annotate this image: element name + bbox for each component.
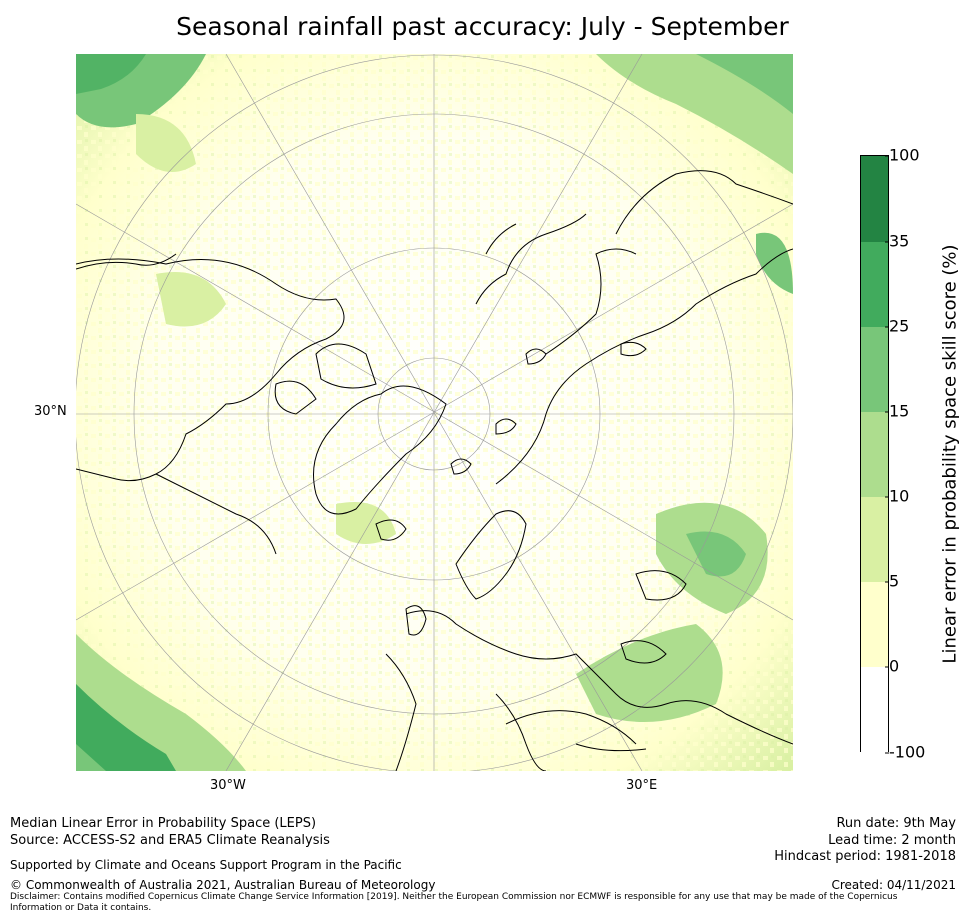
colorbar-segment-5-10 xyxy=(861,497,888,582)
colorbar-segment-0-5 xyxy=(861,582,888,667)
footer-run-date: Run date: 9th May xyxy=(836,816,956,831)
lat-label-30n: 30°N xyxy=(34,404,67,419)
footer-lead-time: Lead time: 2 month xyxy=(828,833,956,848)
polar-map xyxy=(74,53,794,774)
colorbar-tick: 35 xyxy=(884,231,910,251)
colorbar-tick: 10 xyxy=(884,486,910,506)
footer-copyright: © Commonwealth of Australia 2021, Austra… xyxy=(10,878,436,892)
footer-created: Created: 04/11/2021 xyxy=(831,878,956,892)
colorbar-tick: 100 xyxy=(885,145,920,165)
footer-disclaimer: Disclaimer: Contains modified Copernicus… xyxy=(10,892,955,914)
colorbar-tick: -100 xyxy=(884,742,926,762)
colorbar-label-text: Linear error in probability space skill … xyxy=(939,244,961,664)
colorbar-segment-35-100 xyxy=(861,156,888,242)
skill-patches xyxy=(76,54,793,771)
graticule xyxy=(74,53,794,774)
colorbar-tick: 15 xyxy=(884,401,910,421)
colorbar-segment-25-35 xyxy=(861,242,888,327)
colorbar-ticks: 100 35 25 15 10 5 0 -100 xyxy=(884,146,929,762)
lon-label-30w: 30°W xyxy=(210,778,246,793)
colorbar-segment-10-15 xyxy=(861,412,888,497)
map-title: Seasonal rainfall past accuracy: July - … xyxy=(176,12,789,41)
lon-label-30e: 30°E xyxy=(626,778,658,793)
colorbar-tick: 0 xyxy=(884,656,900,676)
footer-disclaimer-line1: Disclaimer: Contains modified Copernicus… xyxy=(10,892,898,902)
footer-source: Source: ACCESS-S2 and ERA5 Climate Reana… xyxy=(10,833,330,848)
footer-leps: Median Linear Error in Probability Space… xyxy=(10,816,317,831)
colorbar-segment-15-25 xyxy=(861,327,888,412)
colorbar-tick: 25 xyxy=(884,316,910,336)
footer-hindcast: Hindcast period: 1981-2018 xyxy=(774,849,956,864)
coastlines xyxy=(75,170,794,772)
footer-disclaimer-line2: Information or Data it contains. xyxy=(10,903,152,913)
colorbar-tick: 5 xyxy=(884,571,900,591)
colorbar-segment-neg100-0 xyxy=(861,667,888,753)
map-canvas xyxy=(74,53,794,774)
footer-support: Supported by Climate and Oceans Support … xyxy=(10,858,402,872)
colorbar xyxy=(860,155,889,753)
